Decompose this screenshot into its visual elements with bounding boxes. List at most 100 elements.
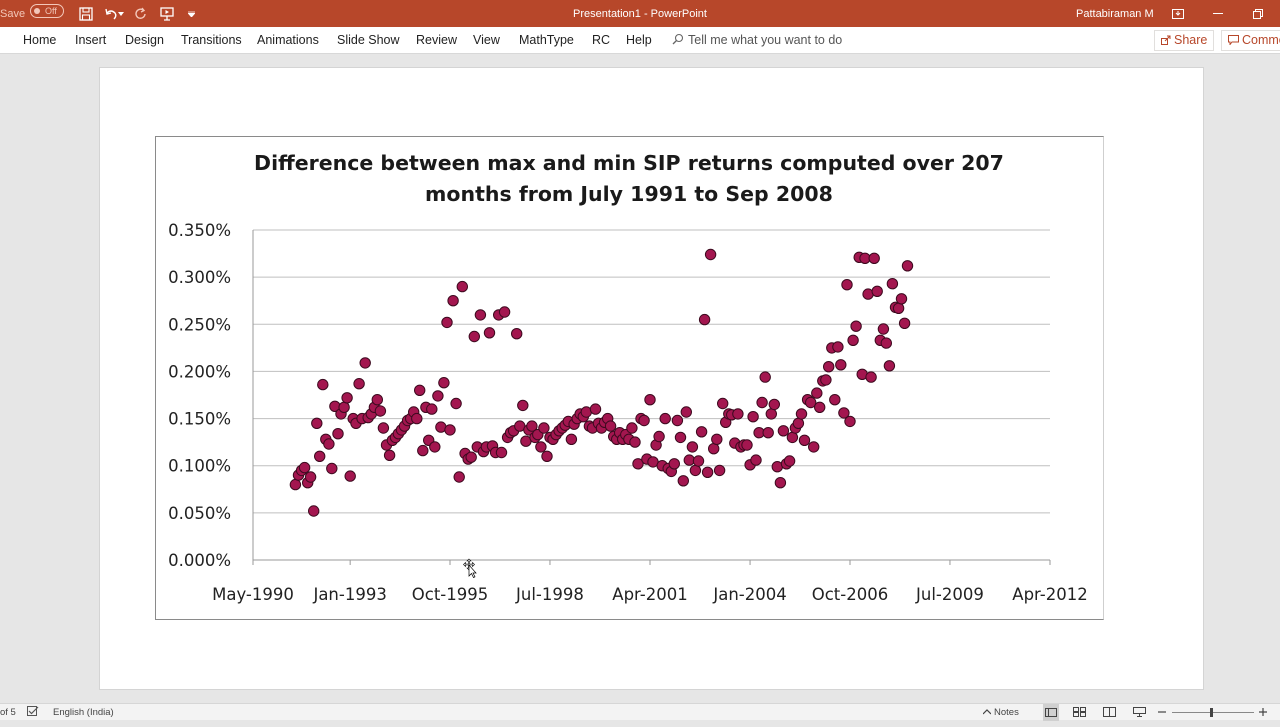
user-name[interactable]: Pattabiraman M [1076,7,1154,20]
data-point [314,450,326,462]
data-point [883,360,896,372]
x-tick-label: May-1990 [212,585,294,604]
undo-dropdown-icon[interactable] [116,0,126,27]
customize-toolbar-icon[interactable] [183,0,199,27]
data-point [798,434,811,446]
slide-counter[interactable]: of 5 [0,707,16,718]
zoom-slider[interactable] [1172,704,1254,721]
data-point [411,412,423,425]
tell-me-text: Tell me what you want to do [688,33,843,47]
x-tick-label: Oct-1995 [412,585,488,604]
autosave-toggle[interactable]: Off [30,4,64,18]
data-point [844,415,856,428]
slide-sorter-icon[interactable] [1073,704,1086,721]
zoom-out-icon[interactable] [1158,704,1166,721]
data-point [453,471,465,483]
data-point [371,394,384,406]
data-point [792,417,805,429]
data-point [823,361,835,373]
chart-title-line: Difference between max and min SIP retur… [254,151,1004,175]
ribbon-display-options-icon[interactable] [1168,0,1188,27]
data-point [456,280,468,293]
save-icon[interactable] [76,0,96,27]
tab-home[interactable]: Home [23,33,57,47]
data-point [638,414,650,427]
reading-view-icon[interactable] [1103,704,1116,721]
tab-mathtype[interactable]: MathType [519,33,574,47]
start-from-beginning-icon[interactable] [157,0,177,27]
data-point [895,293,908,305]
data-point [880,337,892,349]
data-point [832,341,844,353]
data-point [704,248,717,261]
spelling-check-icon[interactable] [27,704,39,721]
minimize-icon[interactable] [1208,0,1228,27]
slide[interactable] [99,67,1204,690]
data-point [644,394,656,406]
data-point [338,401,350,413]
undo-icon[interactable] [101,0,121,27]
chart-frame[interactable] [155,136,1104,620]
zoom-in-icon[interactable] [1259,704,1267,721]
data-point [483,327,496,339]
tab-insert[interactable]: Insert [75,33,107,47]
data-point [713,464,726,477]
title-bar: Save Off Presentation1 - PowerPoint Patt… [0,0,1280,27]
data-point [632,458,644,470]
notes-label: Notes [994,707,1019,718]
y-tick-label: 0.050% [168,504,231,523]
chart-title-line: months from July 1991 to Sep 2008 [425,182,833,206]
data-point [441,316,453,329]
data-point [871,285,883,298]
data-point [877,323,890,335]
tab-slide-show[interactable]: Slide Show [337,33,400,47]
data-point [589,403,602,415]
tab-rc[interactable]: RC [592,33,611,47]
redo-icon[interactable] [131,0,151,27]
tab-review[interactable]: Review [416,33,457,47]
data-point [668,458,680,470]
tell-me-search[interactable]: Tell me what you want to do [672,27,842,53]
tab-transitions[interactable]: Transitions [181,33,242,47]
share-icon [1161,35,1171,45]
comment-icon [1228,35,1239,46]
x-tick-label: Jan-1993 [312,585,386,604]
language-indicator[interactable]: English (India) [53,707,114,718]
y-tick-label: 0.000% [168,551,231,570]
slide-editing-area [0,54,1280,703]
data-point [886,278,899,290]
data-point [795,408,808,420]
notes-icon [982,709,992,715]
data-point [841,279,853,291]
tab-design[interactable]: Design [125,33,164,47]
data-point [429,441,441,453]
data-point [835,359,847,371]
share-button[interactable]: Share [1154,30,1215,51]
data-point [698,313,711,326]
data-point [689,464,702,477]
scatter-chart[interactable]: Difference between max and min SIP retur… [155,136,1104,620]
data-point [377,422,390,434]
status-bar: of 5 English (India) Notes [0,703,1280,721]
restore-icon[interactable] [1248,0,1268,27]
data-point [747,411,759,423]
data-point [426,403,438,415]
data-point [701,466,714,478]
data-point [814,401,826,413]
comments-button[interactable]: Comments [1221,30,1280,51]
notes-button[interactable]: Notes [982,704,1019,721]
data-point [783,455,796,467]
data-point [756,396,768,409]
tab-help[interactable]: Help [626,33,652,47]
normal-view-icon[interactable] [1043,704,1059,721]
tab-view[interactable]: View [473,33,500,47]
ribbon-tab-bar: Home Insert Design Transitions Animation… [0,27,1280,54]
data-point [677,475,689,487]
data-point [474,309,487,321]
data-point [511,328,523,340]
data-point [692,455,705,467]
tab-animations[interactable]: Animations [257,33,319,47]
data-point [774,477,787,489]
comments-label: Comments [1242,33,1280,47]
slideshow-view-icon[interactable] [1133,704,1146,721]
